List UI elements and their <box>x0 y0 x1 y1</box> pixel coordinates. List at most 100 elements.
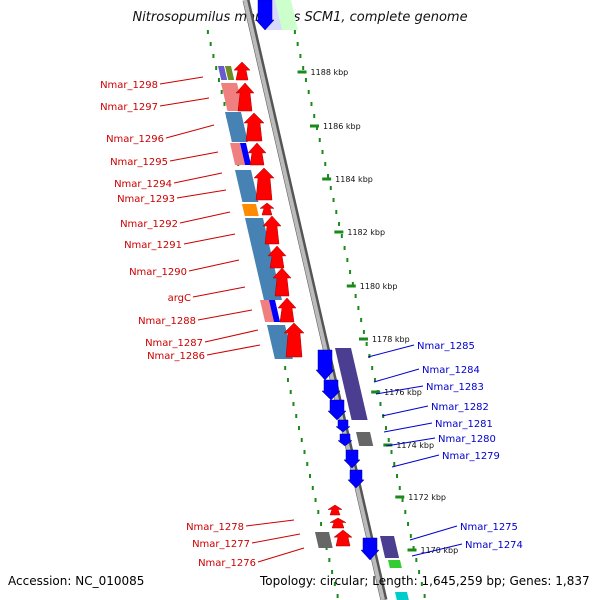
track-dot-right <box>373 378 376 382</box>
left-leader-line <box>169 151 219 162</box>
left-gene-label: Nmar_1295 <box>110 157 168 168</box>
scale-label: 1184 kbp <box>335 175 373 184</box>
right-leader-line <box>383 422 433 433</box>
track-dot-right <box>351 282 354 286</box>
track-dot-left <box>303 450 306 454</box>
track-dot-right <box>349 270 352 274</box>
track-dot-left <box>336 594 339 598</box>
track-dot-right <box>313 114 316 118</box>
track-dot-right <box>407 522 410 526</box>
track-dot-right <box>332 198 335 202</box>
track-dot-left <box>306 462 309 466</box>
gene-labels: Nmar_1298 Nmar_1297 Nmar_1296 Nmar_1295 Nmar… <box>100 76 523 569</box>
scale-tick <box>322 177 332 181</box>
track-dot-right <box>338 222 341 226</box>
track-dot-left <box>212 54 215 58</box>
right-gene-label: Nmar_1280 <box>438 434 496 445</box>
track-dot-right <box>379 402 382 406</box>
forward-gene-arrow <box>259 202 275 216</box>
scale-label: 1180 kbp <box>360 282 398 291</box>
left-gene-label: Nmar_1290 <box>129 267 187 278</box>
scale-label: 1186 kbp <box>323 122 361 131</box>
right-leader-line <box>367 344 415 358</box>
left-gene-label: Nmar_1278 <box>186 522 244 533</box>
track-dot-right <box>423 594 426 598</box>
track-dot-right <box>412 546 415 550</box>
left-gene-label: Nmar_1286 <box>147 351 205 362</box>
right-gene-label: Nmar_1281 <box>435 419 493 430</box>
right-leader-line <box>409 525 458 541</box>
track-dot-left <box>209 42 212 46</box>
right-gene-label: Nmar_1285 <box>417 341 475 352</box>
cog-block <box>218 66 228 80</box>
reverse-gene-arrow <box>360 537 380 561</box>
left-leader-line <box>192 286 246 298</box>
reverse-gene-arrow <box>315 349 335 381</box>
track-dot-right <box>329 186 332 190</box>
track-dot-left <box>223 102 226 106</box>
scale-label: 1174 kbp <box>396 441 434 450</box>
track-dot-right <box>310 102 313 106</box>
scale-tick <box>297 70 307 74</box>
map-title: Nitrosopumilus maritimus SCM1, complete … <box>132 10 468 25</box>
cog-blocks <box>218 0 409 600</box>
reverse-gene-arrow <box>327 399 347 421</box>
track-dot-left <box>215 66 218 70</box>
track-dot-right <box>396 474 399 478</box>
track-dot-right <box>335 210 338 214</box>
track-dot-right <box>299 54 302 58</box>
track-dot-left <box>295 414 298 418</box>
reverse-gene-arrow <box>343 449 361 469</box>
track-dot-left <box>314 498 317 502</box>
scale-tick <box>407 548 417 552</box>
forward-gene-arrow <box>253 167 275 201</box>
scale-tick <box>395 495 405 499</box>
track-dot-left <box>289 390 292 394</box>
left-leader-line <box>165 124 215 139</box>
left-gene-label: Nmar_1298 <box>100 80 158 91</box>
track-dot-right <box>390 450 393 454</box>
scale-label: 1176 kbp <box>384 388 422 397</box>
left-leader-line <box>176 189 227 199</box>
left-gene-label: Nmar_1296 <box>106 134 164 145</box>
track-dot-right <box>409 534 412 538</box>
track-dot-right <box>293 30 296 34</box>
scale-label: 1170 kbp <box>421 546 459 555</box>
right-gene-label: Nmar_1282 <box>431 402 489 413</box>
track-dot-right <box>296 42 299 46</box>
track-dot-right <box>404 510 407 514</box>
scale-ticks: 1188 kbp 1186 kbp 1184 kbp 1182 kbp 1180 kbp… <box>297 68 459 555</box>
genome-summary: Topology: circular; Length: 1,645,259 bp… <box>260 574 590 588</box>
track-dot-right <box>354 294 357 298</box>
left-leader-line <box>197 309 253 321</box>
track-dot-left <box>217 78 220 82</box>
track-dot-left <box>331 570 334 574</box>
left-leader-line <box>206 344 261 356</box>
forward-gene-arrow <box>327 504 343 516</box>
cog-block <box>335 348 368 420</box>
track-dot-right <box>321 150 324 154</box>
forward-gene-arrow <box>329 517 347 529</box>
track-dot-right <box>387 438 390 442</box>
track-dot-right <box>368 354 371 358</box>
right-gene-label: Nmar_1283 <box>426 382 484 393</box>
track-dot-right <box>302 66 305 70</box>
track-dot-right <box>371 366 374 370</box>
left-leader-line <box>204 329 259 343</box>
left-gene-label: Nmar_1288 <box>138 316 196 327</box>
left-leader-line <box>257 547 305 563</box>
cog-block <box>260 300 276 322</box>
left-leader-line <box>183 233 236 245</box>
track-dot-right <box>346 258 349 262</box>
left-gene-label: Nmar_1292 <box>120 219 178 230</box>
cog-block <box>229 143 246 165</box>
left-gene-label: argC <box>168 293 191 304</box>
track-dot-left <box>311 486 314 490</box>
forward-gene-arrow <box>277 297 297 323</box>
track-dot-right <box>340 234 343 238</box>
right-leader-line <box>373 368 420 383</box>
right-gene-label: Nmar_1274 <box>465 540 523 551</box>
track-dot-left <box>292 402 295 406</box>
left-gene-label: Nmar_1291 <box>124 240 182 251</box>
track-dot-right <box>418 570 421 574</box>
